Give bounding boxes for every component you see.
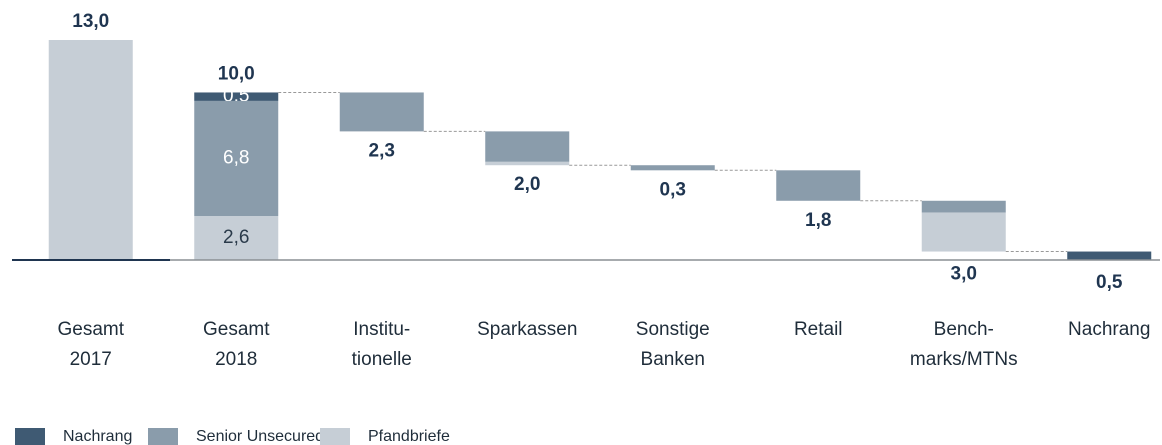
total-label: 2,0 xyxy=(514,174,540,195)
bar-segment xyxy=(194,100,279,216)
x-tick-label-line: Sparkassen xyxy=(477,319,577,340)
bar-segment xyxy=(194,216,279,260)
x-tick-label-line: Banken xyxy=(641,349,705,370)
x-tick-label-line: Bench- xyxy=(934,319,994,340)
x-tick-label: Nachrang xyxy=(1068,319,1150,340)
x-tick-label: Sonstige Banken xyxy=(636,319,710,370)
total-label: 0,5 xyxy=(1096,272,1123,293)
total-label: 0,3 xyxy=(660,179,686,200)
x-tick-label-line: 2018 xyxy=(215,349,257,370)
x-tick-label: Sparkassen xyxy=(477,319,577,340)
x-tick-label-line: marks/MTNs xyxy=(910,349,1018,370)
x-tick-label-line: Sonstige xyxy=(636,319,710,340)
segment-label: 6,8 xyxy=(223,147,249,168)
x-tick-label-line: Institu- xyxy=(353,319,410,340)
x-tick-label: Institu-tionelle xyxy=(352,319,412,370)
legend-label: Pfandbriefe xyxy=(368,428,450,445)
total-label: 10,0 xyxy=(218,63,255,84)
legend-swatch xyxy=(320,428,350,445)
total-label: 1,8 xyxy=(805,210,831,231)
bar-segment xyxy=(485,131,570,162)
x-tick-label: Bench-marks/MTNs xyxy=(910,319,1018,370)
bar-segment xyxy=(194,92,279,101)
bar-segment xyxy=(339,92,424,132)
bar-segment xyxy=(485,161,570,166)
x-tick-label-line: Nachrang xyxy=(1068,319,1150,340)
x-tick-label: Gesamt 2017 xyxy=(57,319,124,370)
x-tick-label: Retail xyxy=(794,319,843,340)
bar-segment xyxy=(1067,251,1152,260)
bar-segment xyxy=(48,40,133,260)
bar-segment xyxy=(921,212,1006,252)
legend-label: Nachrang xyxy=(63,428,132,445)
total-label: 2,3 xyxy=(369,140,395,161)
legend-label: Senior Unsecured xyxy=(196,428,324,445)
x-tick-label-line: Gesamt xyxy=(57,319,124,340)
legend-swatch xyxy=(15,428,45,445)
x-tick-label: Gesamt 2018 xyxy=(203,319,270,370)
x-tick-label-line: tionelle xyxy=(352,349,412,370)
legend-swatch xyxy=(148,428,178,445)
bar-segment xyxy=(921,200,1006,213)
segment-label: 2,6 xyxy=(223,227,249,248)
bar-segment xyxy=(776,170,861,201)
total-label: 3,0 xyxy=(951,264,977,285)
total-label: 13,0 xyxy=(72,11,109,32)
bar-segment xyxy=(630,165,715,171)
x-tick-label-line: 2017 xyxy=(70,349,112,370)
x-tick-label-line: Gesamt xyxy=(203,319,270,340)
x-tick-label-line: Retail xyxy=(794,319,843,340)
